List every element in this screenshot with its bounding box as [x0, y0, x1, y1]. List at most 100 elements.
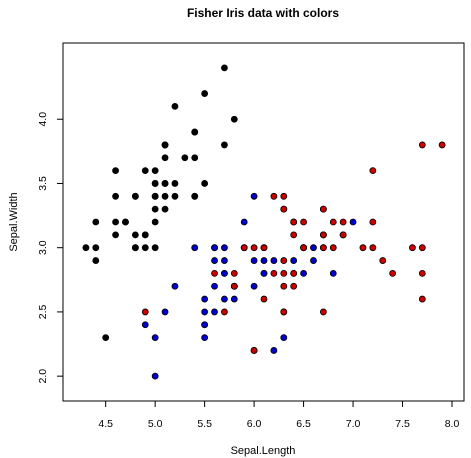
- plot-frame: [62, 42, 465, 402]
- data-point: [280, 192, 288, 200]
- data-points: [82, 64, 446, 380]
- x-tick-label: 5.0: [148, 418, 163, 430]
- y-tick-label: 4.0: [37, 112, 49, 127]
- data-point: [280, 269, 288, 277]
- data-point: [418, 141, 426, 149]
- data-point: [131, 192, 139, 200]
- data-point: [230, 115, 238, 123]
- x-tick-label: 5.5: [197, 418, 212, 430]
- data-point: [191, 128, 199, 136]
- data-point: [112, 231, 119, 239]
- data-point: [141, 321, 149, 329]
- data-point: [270, 347, 278, 354]
- data-point: [290, 269, 298, 277]
- data-point: [122, 218, 129, 226]
- y-axis-label: Sepal.Width: [8, 192, 20, 251]
- data-point: [211, 244, 218, 252]
- data-point: [221, 244, 228, 252]
- data-point: [211, 269, 218, 277]
- data-point: [201, 90, 209, 97]
- data-point: [319, 308, 327, 316]
- data-point: [221, 269, 228, 277]
- data-point: [389, 269, 397, 277]
- data-point: [161, 141, 169, 149]
- data-point: [349, 218, 357, 226]
- data-point: [221, 308, 228, 316]
- data-point: [112, 167, 119, 175]
- data-point: [290, 282, 298, 290]
- y-tick-label: 3.0: [37, 240, 49, 255]
- data-point: [369, 244, 377, 252]
- data-point: [131, 244, 139, 252]
- data-point: [230, 295, 238, 303]
- data-point: [151, 192, 159, 200]
- x-tick-label: 4.5: [98, 418, 113, 430]
- data-point: [250, 244, 258, 252]
- data-point: [151, 180, 159, 187]
- data-point: [201, 334, 209, 342]
- data-point: [211, 308, 218, 316]
- data-point: [92, 257, 100, 264]
- data-point: [290, 218, 298, 226]
- x-axis: 4.5 5.0 5.5 6.0 6.5 7.0 7.5 8.0: [98, 401, 459, 430]
- data-point: [181, 154, 189, 162]
- data-point: [171, 102, 179, 110]
- data-point: [171, 180, 179, 187]
- data-point: [418, 244, 426, 252]
- data-point: [310, 257, 317, 264]
- data-point: [151, 244, 159, 252]
- data-point: [112, 192, 119, 200]
- data-point: [141, 244, 149, 252]
- data-point: [329, 218, 337, 226]
- data-point: [191, 154, 199, 162]
- data-point: [260, 269, 268, 277]
- data-point: [112, 218, 119, 226]
- data-point: [161, 192, 169, 200]
- data-point: [141, 308, 149, 316]
- x-tick-label: 6.5: [296, 418, 311, 430]
- data-point: [161, 180, 169, 187]
- data-point: [171, 282, 179, 290]
- data-point: [102, 334, 110, 342]
- data-point: [151, 218, 159, 226]
- data-point: [92, 218, 100, 226]
- data-point: [151, 205, 159, 213]
- x-tick-label: 7.0: [346, 418, 361, 430]
- data-point: [409, 244, 416, 252]
- data-point: [280, 282, 288, 290]
- data-point: [92, 244, 100, 252]
- data-point: [418, 295, 426, 303]
- data-point: [280, 334, 288, 342]
- data-point: [418, 269, 426, 277]
- data-point: [161, 205, 169, 213]
- data-point: [250, 192, 258, 200]
- data-point: [201, 308, 209, 316]
- y-axis: 2.0 2.5 3.0 3.5 4.0: [37, 112, 63, 384]
- data-point: [211, 257, 218, 264]
- data-point: [339, 231, 347, 239]
- data-point: [191, 192, 199, 200]
- data-point: [201, 180, 209, 187]
- y-tick-label: 3.5: [37, 176, 49, 191]
- data-point: [329, 244, 337, 252]
- data-point: [319, 231, 327, 239]
- data-point: [369, 218, 377, 226]
- data-point: [339, 218, 347, 226]
- data-point: [141, 167, 149, 175]
- x-axis-label: Sepal.Length: [231, 445, 296, 457]
- chart-title: Fisher Iris data with colors: [187, 6, 339, 20]
- x-tick-label: 6.0: [247, 418, 262, 430]
- y-tick-label: 2.5: [37, 304, 49, 319]
- x-tick-label: 8.0: [445, 418, 460, 430]
- data-point: [319, 205, 327, 213]
- data-point: [438, 141, 446, 149]
- data-point: [280, 205, 288, 213]
- data-point: [250, 257, 258, 264]
- data-point: [250, 282, 258, 290]
- data-point: [280, 257, 288, 264]
- data-point: [211, 282, 218, 290]
- data-point: [151, 372, 159, 380]
- data-point: [379, 257, 387, 264]
- y-tick-label: 2.0: [37, 369, 49, 384]
